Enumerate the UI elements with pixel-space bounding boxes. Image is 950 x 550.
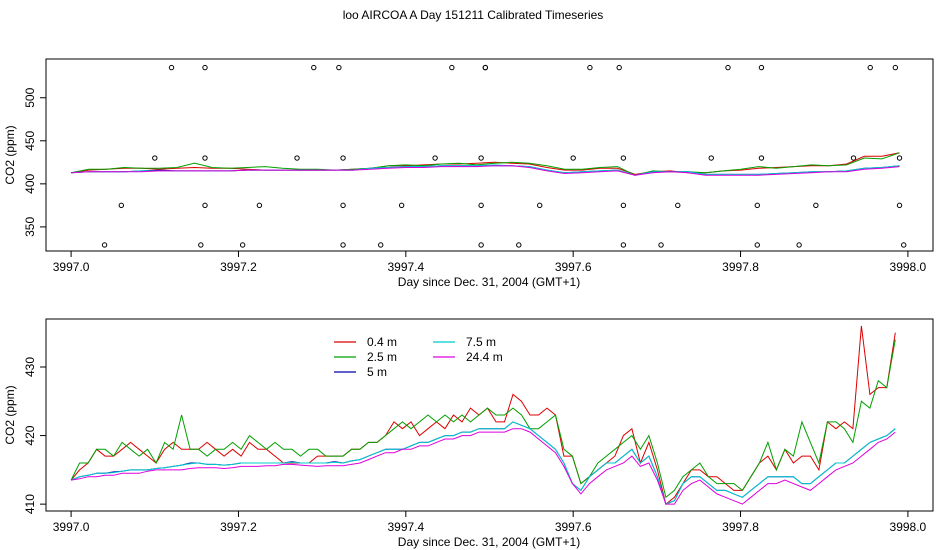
chart-title: loo AIRCOA A Day 151211 Calibrated Times… bbox=[343, 8, 604, 22]
bottom-x-tick-label: 3997.4 bbox=[387, 520, 424, 534]
bottom-panel: 3997.0 3997.2 3997.4 3997.6 3997.8 3998.0 410 4… bbox=[3, 318, 934, 549]
bottom-x-tick-label: 3997.8 bbox=[722, 520, 759, 534]
scatter-point bbox=[796, 242, 802, 248]
bottom-x-tick-label: 3997.0 bbox=[53, 520, 90, 534]
scatter-point bbox=[754, 242, 760, 248]
top-y-tick-label: 500 bbox=[23, 87, 37, 107]
top-series-line-2-5-m bbox=[71, 152, 900, 176]
scatter-point bbox=[202, 202, 208, 209]
bottom-y-tick-label: 430 bbox=[23, 357, 37, 377]
scatter-point bbox=[758, 64, 765, 71]
top-axis-ticks: 3997.0 3997.2 3997.4 3997.6 3997.8 3998.0 350 4… bbox=[23, 87, 927, 274]
scatter-point bbox=[620, 155, 627, 161]
scatter-point bbox=[202, 155, 208, 161]
legend-label: 0.4 m bbox=[367, 335, 397, 349]
top-panel: 3997.0 3997.2 3997.4 3997.6 3997.8 3998.0 350 4… bbox=[3, 58, 934, 289]
scatter-point bbox=[336, 64, 342, 71]
top-x-tick-label: 3997.4 bbox=[387, 260, 424, 274]
scatter-point bbox=[118, 202, 125, 209]
legend-label: 24.4 m bbox=[466, 350, 503, 364]
bottom-series-line-24-4-m bbox=[71, 428, 896, 505]
scatter-point bbox=[378, 242, 384, 248]
top-x-tick-label: 3997.8 bbox=[722, 260, 759, 274]
top-y-tick-label: 350 bbox=[23, 217, 37, 237]
scatter-point bbox=[478, 155, 484, 161]
bottom-x-tick-label: 3997.2 bbox=[220, 520, 257, 534]
top-y-axis-label: CO2 (ppm) bbox=[3, 125, 17, 184]
scatter-point bbox=[813, 202, 819, 209]
scatter-point bbox=[202, 64, 208, 71]
scatter-point bbox=[620, 242, 627, 248]
scatter-point bbox=[658, 242, 664, 248]
bottom-plot-frame bbox=[45, 318, 934, 512]
legend: 0.4 m2.5 m5 m 7.5 m24.4 m bbox=[334, 335, 503, 379]
bottom-series-line-7-5-m bbox=[70, 421, 896, 505]
scatter-point bbox=[892, 64, 899, 71]
scatter-point bbox=[675, 202, 681, 209]
scatter-point bbox=[896, 202, 903, 209]
scatter-point bbox=[152, 155, 158, 161]
scatter-point bbox=[449, 64, 455, 71]
scatter-point bbox=[340, 155, 346, 161]
bottom-series-line-2-5-m bbox=[70, 339, 896, 499]
scatter-point bbox=[478, 202, 484, 209]
top-y-tick-label: 450 bbox=[23, 130, 37, 150]
scatter-point bbox=[311, 64, 317, 71]
bottom-axis-ticks: 3997.0 3997.2 3997.4 3997.6 3997.8 3998.0 410 4… bbox=[23, 357, 927, 534]
scatter-point bbox=[516, 242, 522, 248]
scatter-point bbox=[616, 64, 622, 71]
bottom-series-lines bbox=[70, 325, 896, 505]
bottom-y-tick-label: 410 bbox=[23, 494, 37, 514]
scatter-point bbox=[168, 64, 175, 71]
legend-label: 2.5 m bbox=[367, 350, 397, 364]
top-series-lines bbox=[71, 152, 900, 176]
top-x-tick-label: 3997.2 bbox=[220, 260, 257, 274]
top-x-axis-label: Day since Dec. 31, 2004 (GMT+1) bbox=[398, 275, 580, 289]
scatter-point bbox=[398, 202, 405, 209]
scatter-point bbox=[432, 155, 438, 161]
top-series-line-0-4-m bbox=[71, 152, 900, 175]
legend-label: 7.5 m bbox=[466, 335, 496, 349]
scatter-point bbox=[340, 202, 346, 209]
scatter-point bbox=[256, 202, 263, 209]
scatter-point bbox=[754, 202, 760, 209]
scatter-point bbox=[537, 202, 543, 209]
bottom-x-tick-label: 3998.0 bbox=[890, 520, 927, 534]
top-series-line-24-4-m bbox=[71, 165, 900, 176]
scatter-point bbox=[482, 64, 489, 71]
scatter-point bbox=[478, 242, 484, 248]
scatter-point bbox=[708, 155, 714, 161]
bottom-x-axis-label: Day since Dec. 31, 2004 (GMT+1) bbox=[398, 535, 580, 549]
top-y-tick-label: 400 bbox=[23, 174, 37, 194]
scatter-point bbox=[896, 155, 903, 161]
top-scatter-points bbox=[101, 64, 907, 248]
scatter-point bbox=[725, 64, 731, 71]
top-plot-frame bbox=[45, 58, 934, 252]
scatter-point bbox=[570, 155, 576, 161]
scatter-point bbox=[850, 155, 857, 161]
top-x-tick-label: 3997.6 bbox=[555, 260, 592, 274]
legend-label: 5 m bbox=[367, 365, 387, 379]
top-x-tick-label: 3997.0 bbox=[53, 260, 90, 274]
scatter-point bbox=[101, 242, 108, 248]
scatter-point bbox=[867, 64, 873, 71]
scatter-point bbox=[587, 64, 593, 71]
scatter-point bbox=[901, 242, 907, 248]
scatter-point bbox=[198, 242, 204, 248]
scatter-point bbox=[239, 242, 246, 248]
scatter-point bbox=[758, 155, 765, 161]
bottom-y-axis-label: CO2 (ppm) bbox=[3, 385, 17, 444]
bottom-x-tick-label: 3997.6 bbox=[555, 520, 592, 534]
bottom-y-tick-label: 420 bbox=[23, 425, 37, 445]
scatter-point bbox=[620, 202, 627, 209]
scatter-point bbox=[294, 155, 300, 161]
scatter-point bbox=[340, 242, 346, 248]
top-x-tick-label: 3998.0 bbox=[890, 260, 927, 274]
